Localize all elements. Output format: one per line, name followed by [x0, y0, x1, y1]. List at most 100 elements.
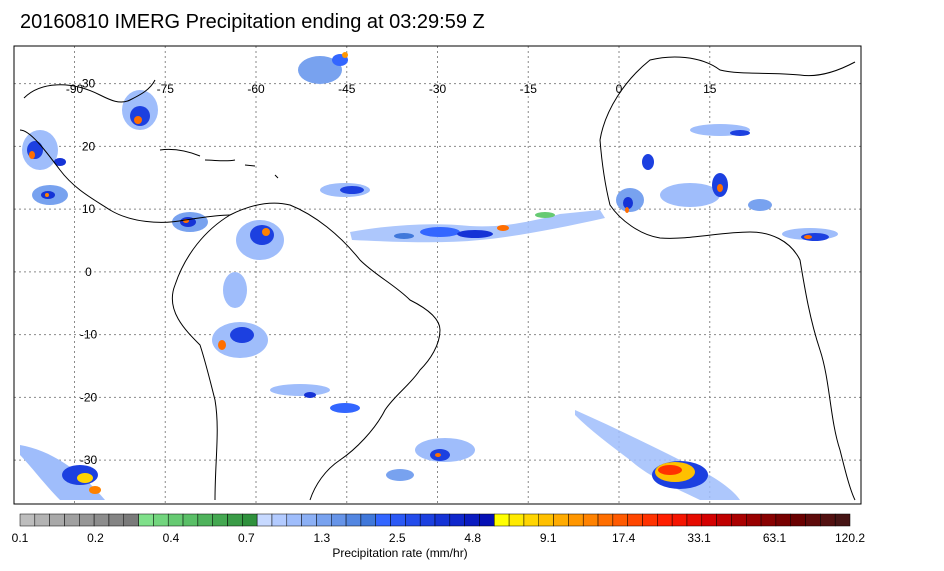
colorbar-swatch — [568, 513, 584, 527]
longitude-label: -75 — [157, 82, 175, 96]
colorbar-label: 120.2 — [834, 531, 866, 545]
longitude-label: -90 — [66, 82, 84, 96]
colorbar-swatch — [93, 513, 110, 527]
colorbar-swatch — [746, 513, 762, 527]
tropical-band-north — [298, 52, 370, 197]
colorbar-swatch — [731, 513, 747, 527]
colorbar-swatch — [405, 513, 421, 527]
south-america-band — [270, 384, 360, 413]
colorbar-swatch — [256, 513, 273, 527]
colorbar-swatch — [582, 513, 599, 527]
longitude-labels: -90 -75 -60 -45 -30 -15 0 15 — [66, 82, 717, 96]
colombia-rain — [172, 212, 284, 358]
colorbar-swatch — [627, 513, 643, 527]
colorbar-swatch — [434, 513, 451, 527]
colorbar-swatch — [182, 513, 199, 527]
south-america-coast — [171, 202, 441, 501]
gulf-caribbean-rain — [22, 90, 158, 205]
colorbar-swatch — [523, 513, 540, 527]
colorbar-swatch — [464, 513, 480, 527]
colorbar-label: 0.7 — [238, 531, 255, 545]
longitude-label: -60 — [247, 82, 265, 96]
latitude-label: 30 — [82, 77, 96, 91]
colorbar-swatch — [227, 513, 243, 527]
colorbar-swatch — [494, 513, 510, 527]
colorbar-swatch — [271, 513, 288, 527]
precipitation-layer — [20, 52, 838, 500]
south-atlantic-front — [386, 410, 740, 500]
colorbar-swatch — [64, 513, 80, 527]
colorbar-swatch — [108, 513, 125, 527]
colorbar-label: 0.2 — [87, 531, 104, 545]
latitude-labels: 30 20 10 0 -10 -20 -30 — [80, 77, 98, 467]
southwest-pacific-storm — [20, 445, 105, 500]
colorbar-swatch — [671, 513, 688, 527]
colorbar-swatch — [834, 513, 851, 527]
colorbar-label: 0.1 — [11, 531, 29, 545]
latitude-label: -10 — [80, 328, 98, 342]
colorbar-swatch — [316, 513, 332, 527]
latitude-label: -20 — [80, 390, 98, 404]
colorbar-label: 9.1 — [539, 531, 557, 545]
colorbar-swatch — [49, 513, 65, 527]
colorbar-label: 63.1 — [762, 531, 787, 545]
latitude-label: 20 — [82, 139, 96, 153]
colorbar-swatch — [242, 513, 258, 527]
caribbean-islands — [159, 149, 279, 179]
colorbar-swatch — [34, 513, 50, 527]
coastlines — [19, 56, 856, 501]
colorbar-label: 4.8 — [464, 531, 482, 545]
colorbar-swatch — [419, 513, 436, 527]
west-africa-rain — [616, 124, 838, 241]
colorbar-swatch — [805, 513, 821, 527]
north-america-coast — [19, 79, 231, 223]
longitude-label: -30 — [429, 82, 447, 96]
longitude-label: -15 — [520, 82, 538, 96]
colorbar-swatch — [286, 513, 302, 527]
longitude-label: 0 — [616, 82, 623, 96]
colorbar-swatch — [760, 513, 777, 527]
colorbar-label: 17.4 — [611, 531, 636, 545]
colorbar-swatch — [153, 513, 169, 527]
colorbar-swatch — [301, 513, 317, 527]
longitude-label: 15 — [703, 82, 717, 96]
colorbar-swatch — [212, 513, 228, 527]
colorbar-swatch — [642, 513, 658, 527]
latitude-label: 0 — [85, 265, 92, 279]
latitude-label: -30 — [80, 453, 98, 467]
colorbar-swatch — [331, 513, 347, 527]
colorbar-swatch — [657, 513, 673, 527]
colorbar-swatch — [538, 513, 554, 527]
colorbar-swatch — [79, 513, 95, 527]
colorbar-label: 33.1 — [687, 531, 711, 545]
colorbar-swatch — [612, 513, 628, 527]
colorbar-swatch — [701, 513, 717, 527]
colorbar-swatch — [790, 513, 806, 527]
colorbar-swatch — [508, 513, 525, 527]
colorbar-swatch — [479, 513, 495, 527]
colorbar-swatch — [123, 513, 139, 527]
colorbar-swatch — [375, 513, 391, 527]
colorbar-swatch — [820, 513, 836, 527]
colorbar-swatch — [360, 513, 376, 527]
colorbar-swatch — [345, 513, 362, 527]
colorbar-swatch — [686, 513, 703, 527]
colorbar-swatch — [390, 513, 406, 527]
colorbar-title: Precipitation rate (mm/hr) — [332, 546, 468, 560]
colorbar-label: 1.3 — [313, 531, 331, 545]
colorbar — [19, 513, 851, 527]
africa-coast — [599, 56, 856, 501]
colorbar-label: 0.4 — [162, 531, 180, 545]
colorbar-swatch — [197, 513, 213, 527]
colorbar-label: 2.5 — [388, 531, 406, 545]
longitude-label: -45 — [338, 82, 356, 96]
latitude-label: 10 — [82, 202, 96, 216]
map-frame — [13, 45, 862, 505]
graticule — [14, 46, 861, 504]
colorbar-swatch — [167, 513, 184, 527]
colorbar-swatch — [775, 513, 791, 527]
map-title: 20160810 IMERG Precipitation ending at 0… — [20, 11, 485, 33]
itcz-band — [350, 210, 605, 243]
colorbar-swatch — [553, 513, 569, 527]
